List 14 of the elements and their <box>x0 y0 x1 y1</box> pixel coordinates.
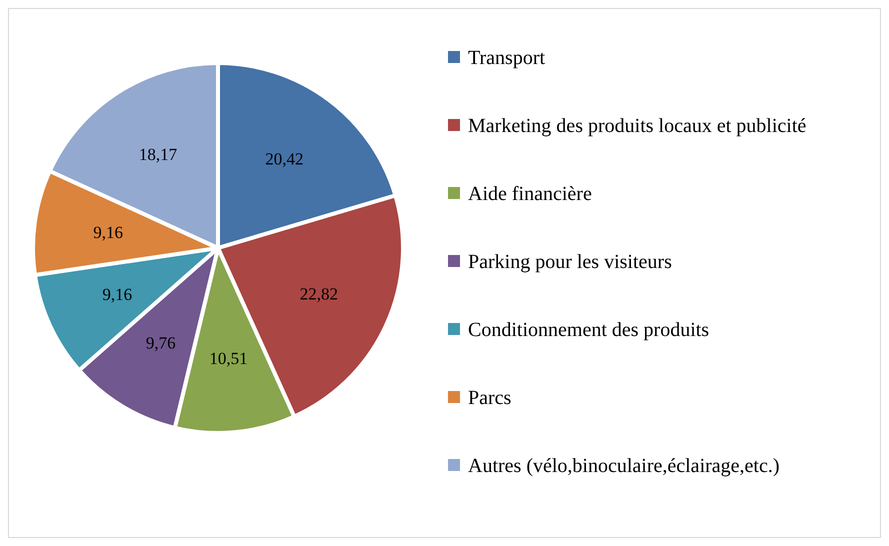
data-label: 9,16 <box>93 222 123 242</box>
legend-label: Parking pour les visiteurs <box>468 251 672 273</box>
legend-label: Aide financière <box>468 183 592 205</box>
legend-label: Marketing des produits locaux et publicité <box>468 115 806 137</box>
data-label: 9,16 <box>102 285 132 304</box>
legend-label: Transport <box>468 47 546 69</box>
data-label: 20,42 <box>265 150 304 169</box>
legend-label: Autres (vélo,binoculaire,éclairage,etc.) <box>468 455 780 477</box>
data-label: 18,17 <box>138 145 178 164</box>
data-label: 22,82 <box>300 284 338 304</box>
legend-label: Conditionnement des produits <box>468 319 710 341</box>
data-label: 10,51 <box>209 349 248 368</box>
legend-label: Parcs <box>468 387 512 409</box>
data-label: 9,76 <box>146 334 176 353</box>
